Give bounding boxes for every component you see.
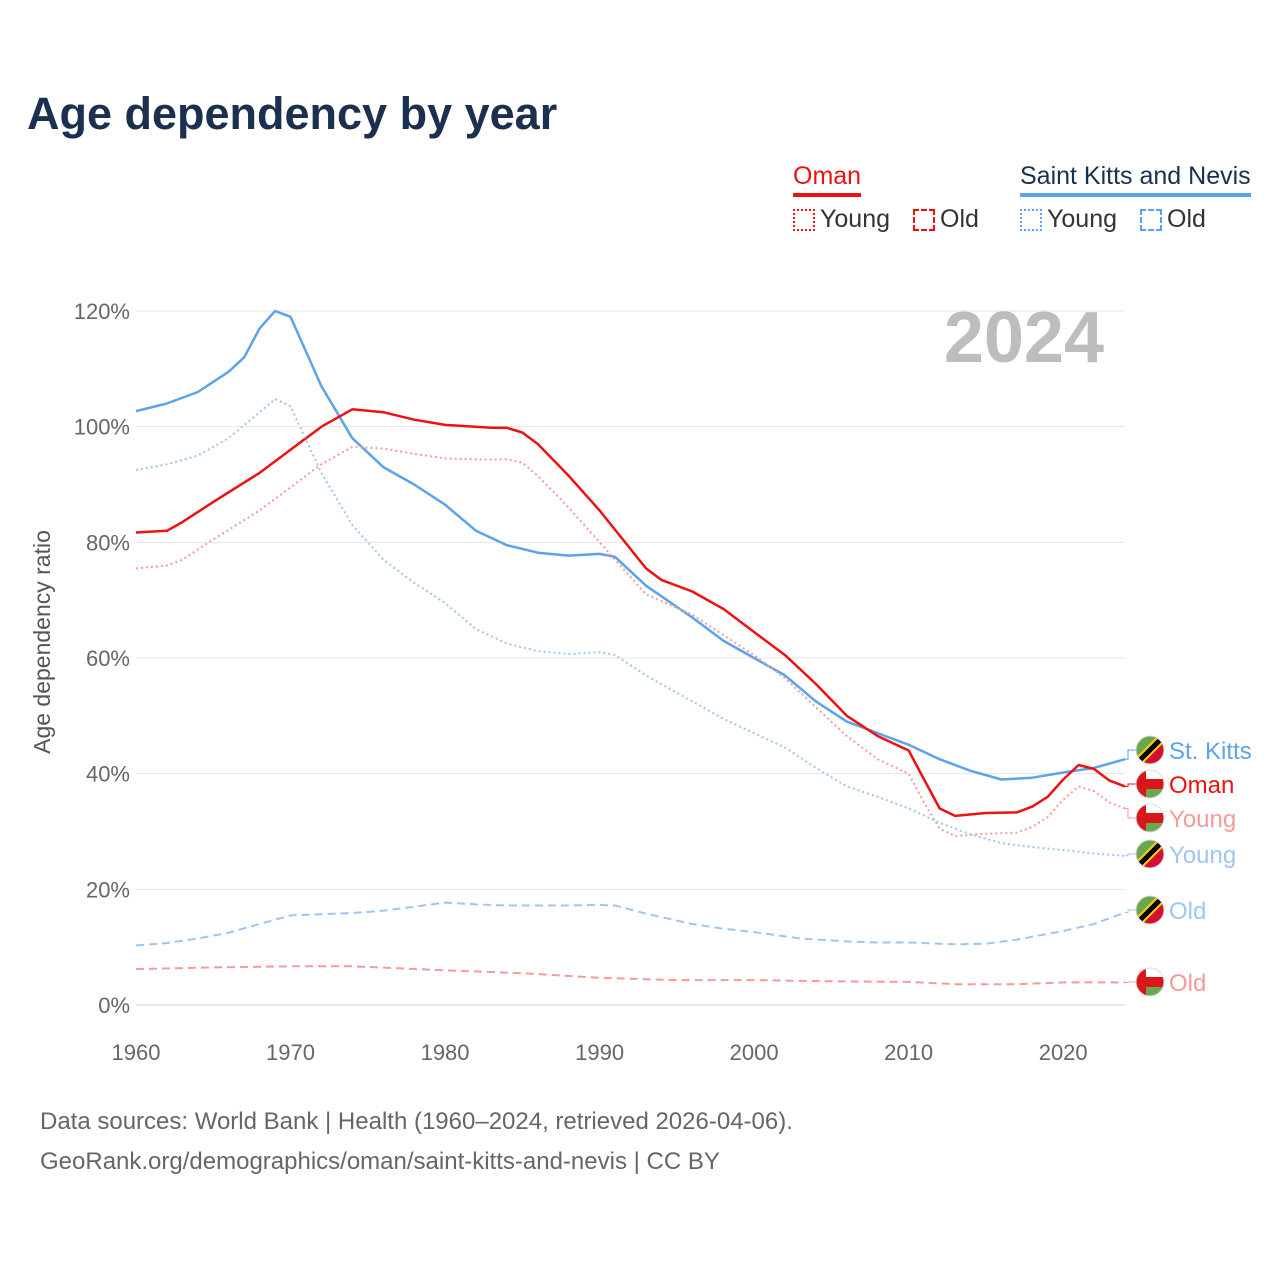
end-label-1: Oman xyxy=(1125,769,1234,799)
end-label-text: Young xyxy=(1169,842,1236,869)
x-tick-label: 1970 xyxy=(266,1040,315,1065)
x-tick-label: 2010 xyxy=(884,1040,933,1065)
saint-kitts-flag-icon xyxy=(1135,735,1165,765)
legend-label: Old xyxy=(940,205,979,233)
leader-line xyxy=(1125,749,1136,760)
end-label-text: Old xyxy=(1169,970,1206,997)
saint-kitts-flag-icon xyxy=(1135,839,1165,869)
end-label-text: St. Kitts xyxy=(1169,738,1252,765)
footer-url: GeoRank.org/demographics/oman/saint-kitt… xyxy=(40,1148,720,1175)
oman-flag-icon xyxy=(1135,803,1165,833)
oman-flag-icon xyxy=(1135,769,1165,799)
end-label-4: Old xyxy=(1125,895,1206,925)
x-tick-label: 2000 xyxy=(730,1040,779,1065)
y-tick-label: 80% xyxy=(86,530,130,555)
legend-saint-kitts: Saint Kitts and Nevis xyxy=(1020,162,1251,197)
dashed-swatch-icon xyxy=(913,208,935,231)
y-tick-label: 20% xyxy=(86,877,130,902)
footer-sources: Data sources: World Bank | Health (1960–… xyxy=(40,1108,793,1135)
legend-kn-young: Young xyxy=(1020,205,1117,234)
y-tick-label: 40% xyxy=(86,762,130,787)
leader-line xyxy=(1125,807,1136,819)
legend-label: Young xyxy=(820,205,890,233)
end-label-text: Young xyxy=(1169,806,1236,833)
chart-title: Age dependency by year xyxy=(27,88,558,139)
legend-oman-young: Young xyxy=(793,205,890,234)
series-line-oman-old xyxy=(135,965,1125,986)
end-label-text: Oman xyxy=(1169,772,1234,799)
leader-line xyxy=(1125,853,1136,857)
end-label-3: Young xyxy=(1125,839,1236,869)
year-watermark: 2024 xyxy=(944,298,1104,378)
x-tick-label: 2020 xyxy=(1039,1040,1088,1065)
dashed-swatch-icon xyxy=(1140,208,1162,231)
end-label-0: St. Kitts xyxy=(1125,735,1252,765)
series-line-saint-kitts-and-nevis-old xyxy=(135,901,1126,947)
series-line-saint-kitts-and-nevis xyxy=(135,309,1126,781)
legend-kn-old: Old xyxy=(1140,205,1206,234)
x-tick-label: 1960 xyxy=(112,1040,161,1065)
end-label-5: Old xyxy=(1125,967,1206,997)
y-tick-label: 60% xyxy=(86,646,130,671)
dotted-swatch-icon xyxy=(793,208,815,231)
y-tick-label: 0% xyxy=(98,993,130,1018)
oman-flag-icon xyxy=(1135,967,1165,997)
series-line-saint-kitts-and-nevis-young xyxy=(135,397,1126,857)
leader-line xyxy=(1125,909,1136,913)
y-axis-label: Age dependency ratio xyxy=(29,530,55,754)
end-label-text: Old xyxy=(1169,898,1206,925)
x-tick-label: 1990 xyxy=(575,1040,624,1065)
end-label-2: Young xyxy=(1125,803,1236,833)
legend-oman: Oman xyxy=(793,162,862,197)
legend-label: Old xyxy=(1167,205,1206,233)
dotted-swatch-icon xyxy=(1020,208,1042,231)
y-tick-label: 100% xyxy=(74,415,130,440)
legend-label: Young xyxy=(1047,205,1117,233)
legend-oman-old: Old xyxy=(913,205,979,234)
y-tick-label: 120% xyxy=(74,299,130,324)
series-line-oman xyxy=(135,408,1126,818)
series-line-oman-young xyxy=(135,445,1126,838)
x-tick-label: 1980 xyxy=(421,1040,470,1065)
saint-kitts-flag-icon xyxy=(1135,895,1165,925)
leader-line xyxy=(1125,783,1136,787)
